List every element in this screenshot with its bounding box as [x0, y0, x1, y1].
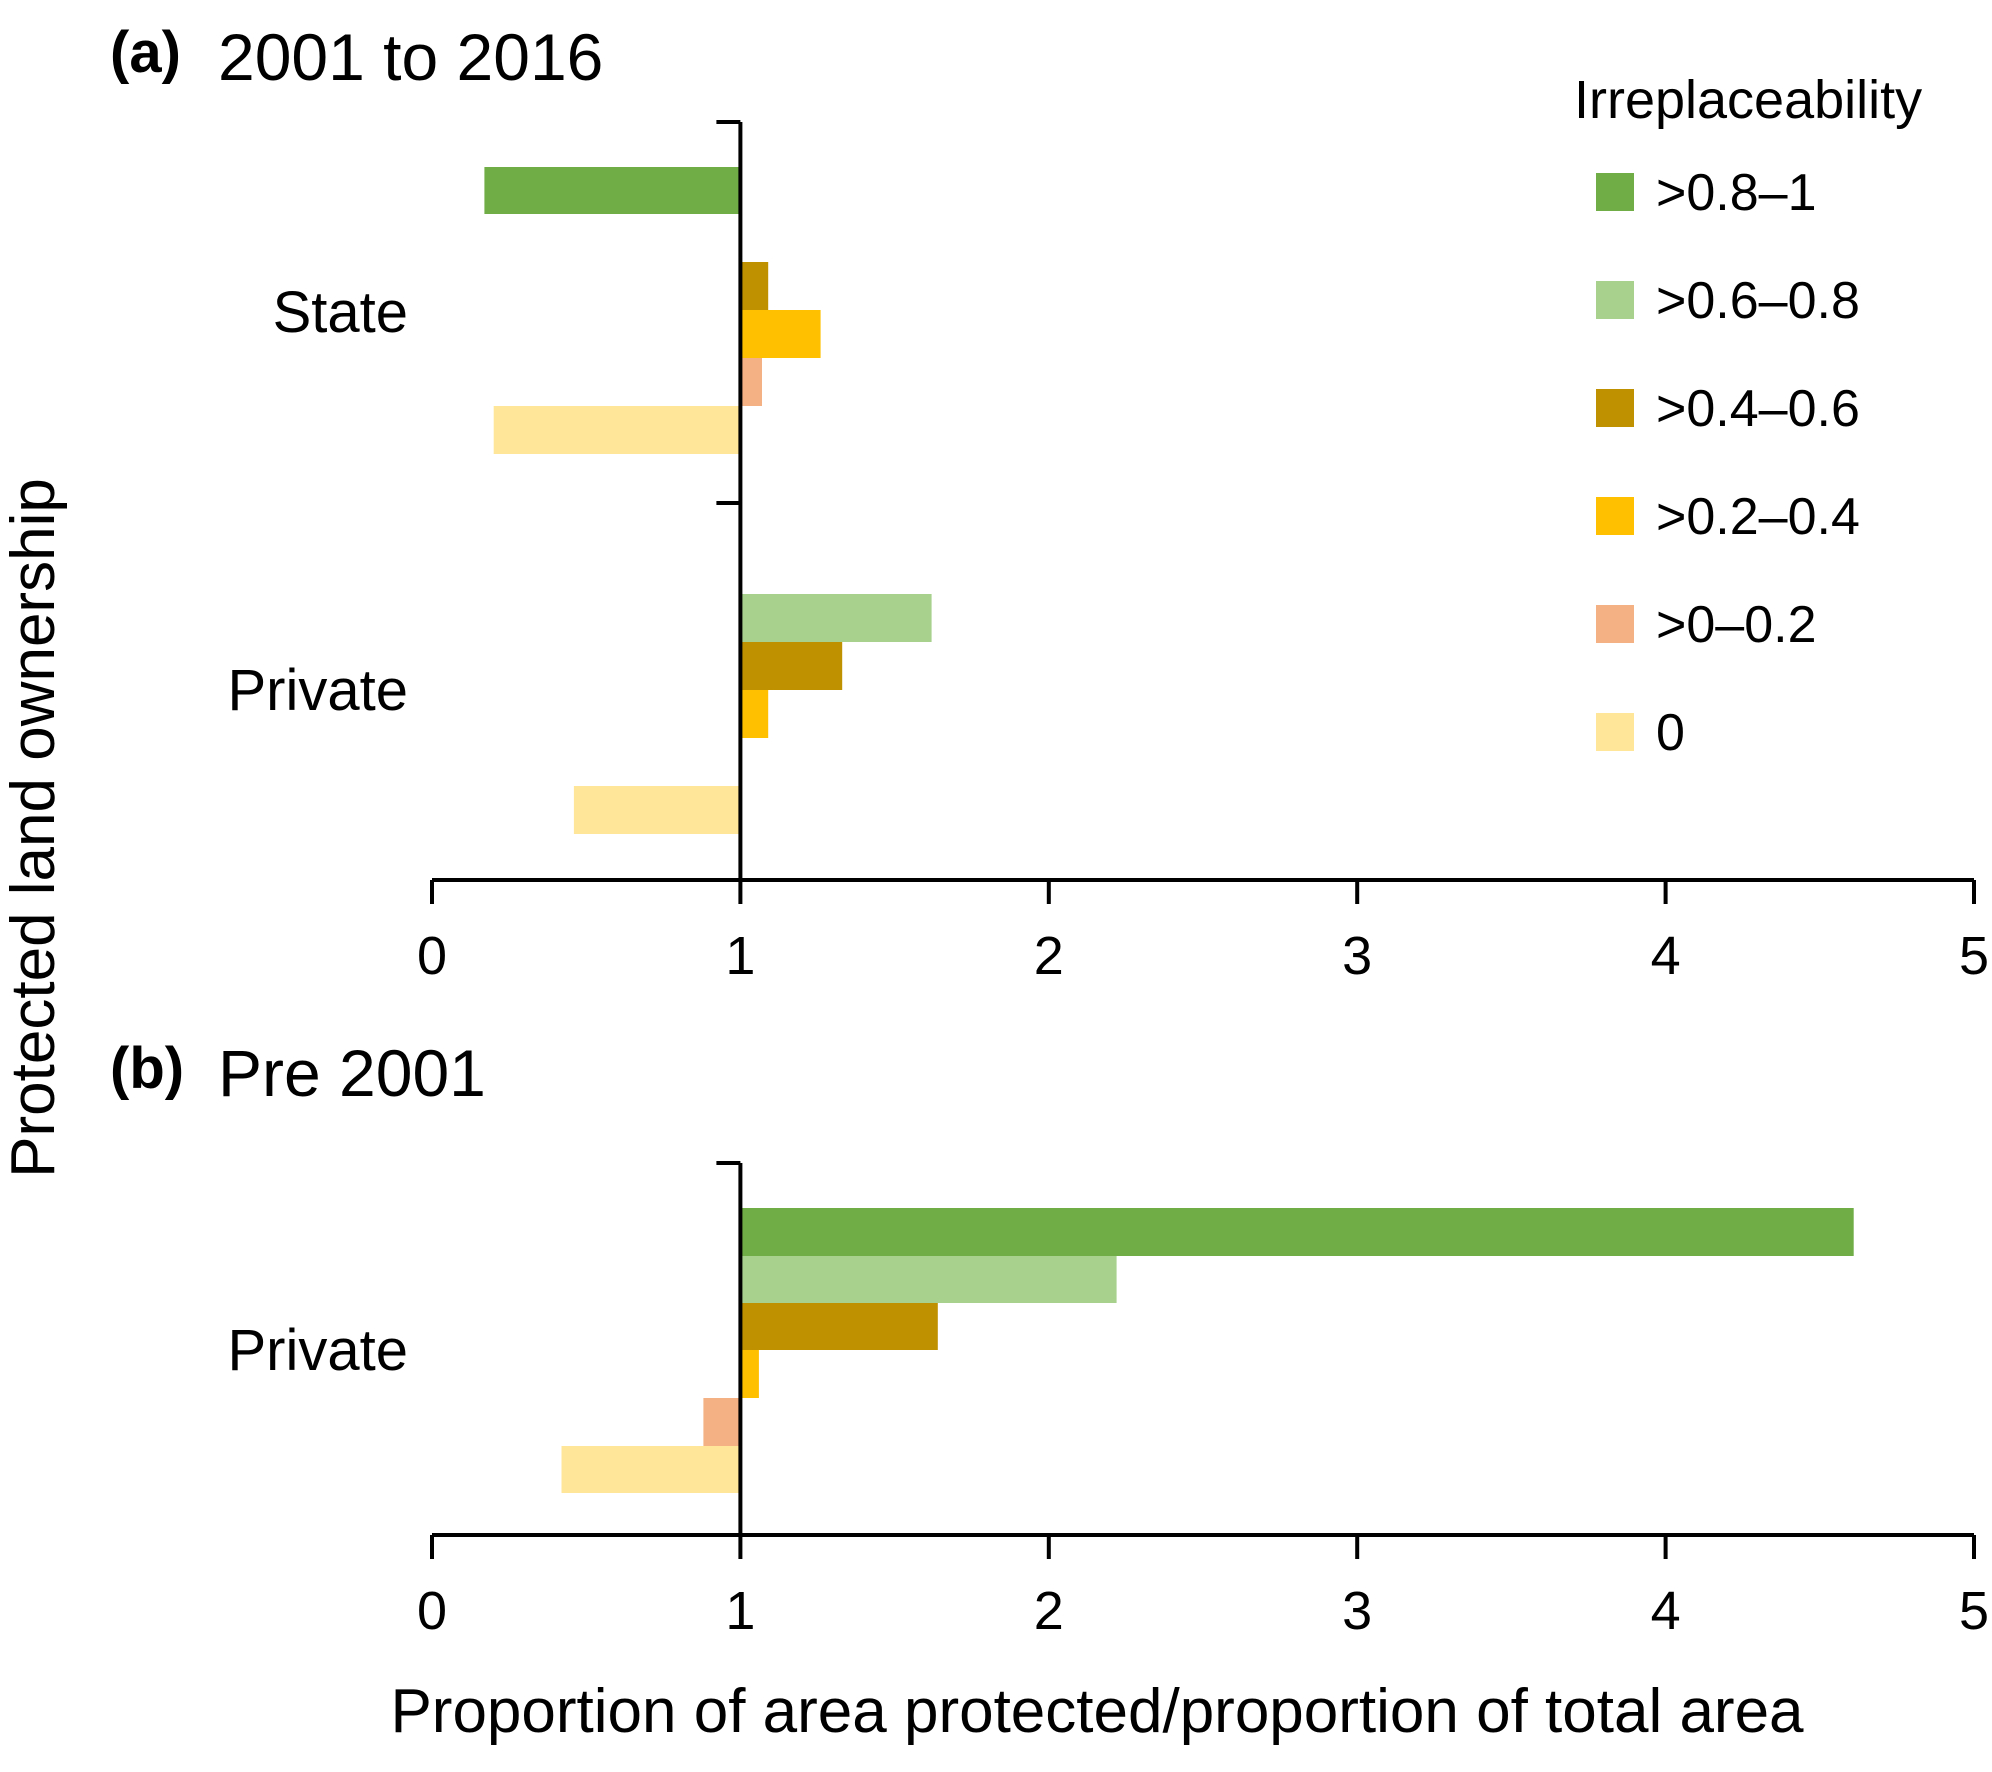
bar: [484, 167, 741, 214]
bar: [740, 642, 843, 690]
bar: [740, 690, 769, 738]
legend-swatch: [1596, 605, 1634, 643]
panel-letter: (a): [110, 20, 181, 85]
legend-swatch: [1596, 713, 1634, 751]
legend-label: >0.4–0.6: [1656, 380, 1860, 438]
x-tick-label: 3: [1342, 926, 1372, 986]
panel-title: 2001 to 2016: [218, 20, 603, 94]
bar: [740, 1303, 938, 1350]
bar: [740, 1350, 759, 1398]
bar: [573, 786, 741, 834]
x-tick-label: 4: [1651, 926, 1681, 986]
legend-swatch: [1596, 389, 1634, 427]
x-axis-title: Proportion of area protected/proportion …: [390, 1677, 1804, 1746]
bar: [740, 1208, 1854, 1256]
y-axis-title: Protected land ownership: [0, 478, 68, 1178]
bar: [703, 1398, 741, 1446]
legend-label: 0: [1656, 704, 1685, 762]
bar: [740, 310, 821, 358]
bar: [493, 406, 741, 454]
legend-swatch: [1596, 497, 1634, 535]
legend-title: Irreplaceability: [1574, 70, 1922, 130]
legend-swatch: [1596, 173, 1634, 211]
legend-swatch: [1596, 281, 1634, 319]
panel-letter: (b): [110, 1036, 184, 1101]
panel-title: Pre 2001: [218, 1036, 486, 1110]
x-tick-label: 0: [417, 1581, 447, 1641]
bar: [740, 358, 762, 406]
category-label: Private: [227, 658, 408, 723]
bar: [740, 594, 932, 642]
x-tick-label: 5: [1959, 926, 1989, 986]
category-label: State: [273, 280, 408, 345]
legend-label: >0.6–0.8: [1656, 272, 1860, 330]
x-tick-label: 1: [725, 1581, 755, 1641]
bar: [561, 1446, 741, 1493]
x-tick-label: 3: [1342, 1581, 1372, 1641]
x-tick-label: 1: [725, 926, 755, 986]
category-label: Private: [227, 1318, 408, 1383]
legend-label: >0.8–1: [1656, 164, 1817, 222]
x-tick-label: 0: [417, 926, 447, 986]
x-tick-label: 2: [1034, 926, 1064, 986]
x-tick-label: 2: [1034, 1581, 1064, 1641]
legend-label: >0.2–0.4: [1656, 488, 1860, 546]
bar: [740, 262, 769, 310]
x-tick-label: 5: [1959, 1581, 1989, 1641]
legend-label: >0–0.2: [1656, 596, 1817, 654]
x-tick-label: 4: [1651, 1581, 1681, 1641]
bar: [740, 1256, 1117, 1303]
